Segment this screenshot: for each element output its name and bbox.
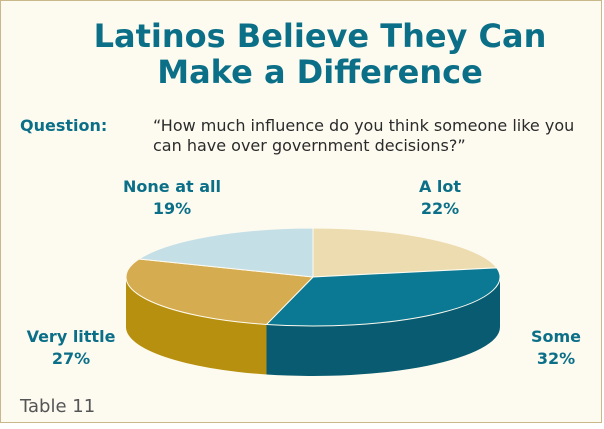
label-a-lot-name: A lot (418, 177, 462, 196)
table-caption: Table 11 (20, 396, 96, 417)
pie-slice-none-at-all (137, 227, 314, 278)
label-very-little-value: 27% (51, 349, 91, 368)
label-very-little: Very little 27% (16, 326, 126, 370)
title-line-2: Make a Difference (157, 53, 483, 91)
pie-slice-a-lot (312, 227, 498, 278)
label-a-lot-value: 22% (420, 199, 460, 218)
question-label: Question: (20, 116, 108, 135)
question-text: “How much influence do you think someone… (153, 116, 575, 155)
pie-slice-some (265, 267, 501, 327)
pie-side-very-little (126, 277, 267, 375)
pie-slice-very-little (125, 258, 315, 325)
label-none-at-all-name: None at all (123, 177, 221, 196)
title-line-1: Latinos Believe They Can (93, 17, 547, 55)
pie-side-some (266, 277, 500, 376)
label-some: Some 32% (516, 326, 596, 370)
label-a-lot: A lot 22% (400, 176, 480, 220)
label-very-little-name: Very little (26, 327, 116, 346)
question: Question: “How much influence do you thi… (20, 116, 600, 155)
label-none-at-all: None at all 19% (112, 176, 232, 220)
label-some-value: 32% (536, 349, 576, 368)
label-none-at-all-value: 19% (152, 199, 192, 218)
label-some-name: Some (530, 327, 582, 346)
chart-title: Latinos Believe They Can Make a Differen… (0, 18, 604, 90)
